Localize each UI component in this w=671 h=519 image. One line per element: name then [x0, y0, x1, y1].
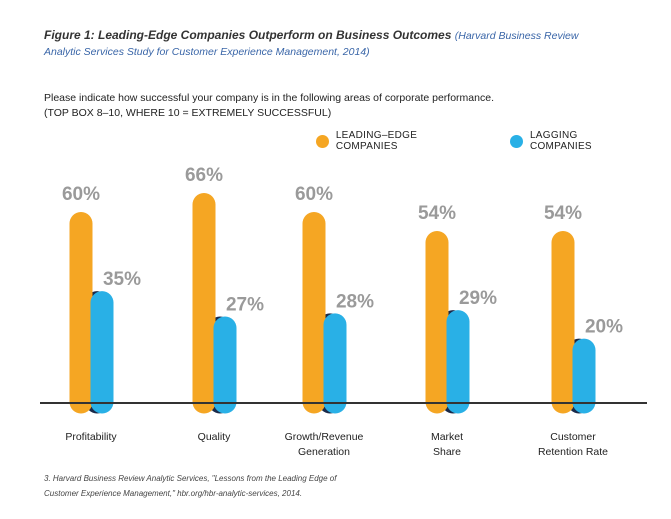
lagging-value-label: 27%	[226, 295, 264, 316]
question-line-2: (TOP BOX 8–10, WHERE 10 = EXTREMELY SUCC…	[44, 107, 332, 119]
figure-source-1: (Harvard Business Review	[454, 30, 579, 42]
legend: LEADING–EDGE COMPANIES LAGGING COMPANIES	[316, 130, 671, 152]
legend-swatch-lagging	[510, 134, 523, 148]
leading-value-label: 54%	[418, 203, 456, 224]
lagging-bar	[572, 338, 596, 414]
category-label: Customer	[550, 431, 596, 443]
category-label: Quality	[198, 431, 231, 443]
question-line-1: Please indicate how successful your comp…	[44, 92, 494, 104]
lagging-bar	[323, 313, 347, 414]
lagging-value-label: 20%	[585, 317, 623, 338]
figure-title-block: Figure 1: Leading-Edge Companies Outperf…	[44, 28, 654, 60]
x-axis-baseline	[40, 402, 647, 404]
footnote-line-2: Customer Experience Management," hbr.org…	[44, 489, 303, 498]
leading-bar	[551, 231, 575, 414]
leading-value-label: 54%	[544, 203, 582, 224]
leading-bar	[425, 231, 449, 414]
footnote: 3. Harvard Business Review Analytic Serv…	[44, 471, 464, 501]
lagging-bar	[90, 291, 114, 414]
leading-bar	[192, 193, 216, 414]
category-label: Profitability	[65, 431, 117, 443]
figure-source-2: Analytic Services Study for Customer Exp…	[44, 46, 370, 58]
lagging-bar	[213, 316, 237, 414]
survey-question: Please indicate how successful your comp…	[44, 91, 494, 121]
footnote-line-1: 3. Harvard Business Review Analytic Serv…	[44, 474, 337, 483]
legend-label-lagging: LAGGING COMPANIES	[529, 130, 592, 152]
category-label: Share	[433, 446, 461, 458]
leading-value-label: 66%	[185, 165, 223, 186]
leading-bar	[69, 212, 93, 414]
legend-item-lagging: LAGGING COMPANIES	[510, 130, 641, 152]
category-label: Retention Rate	[538, 446, 608, 458]
legend-label-leading: LEADING–EDGE COMPANIES	[335, 130, 418, 152]
lagging-bar	[446, 310, 470, 414]
legend-item-leading: LEADING–EDGE COMPANIES	[316, 130, 480, 152]
figure-title: Figure 1: Leading-Edge Companies Outperf…	[44, 28, 452, 42]
lagging-value-label: 28%	[336, 291, 374, 312]
category-label: Market	[431, 431, 463, 443]
leading-value-label: 60%	[295, 184, 333, 205]
legend-swatch-leading	[316, 134, 329, 148]
category-label: Generation	[298, 446, 350, 458]
lagging-value-label: 35%	[103, 269, 141, 290]
category-label: Growth/Revenue	[285, 431, 364, 443]
leading-value-label: 60%	[62, 184, 100, 205]
leading-bar	[302, 212, 326, 414]
lagging-value-label: 29%	[459, 288, 497, 309]
